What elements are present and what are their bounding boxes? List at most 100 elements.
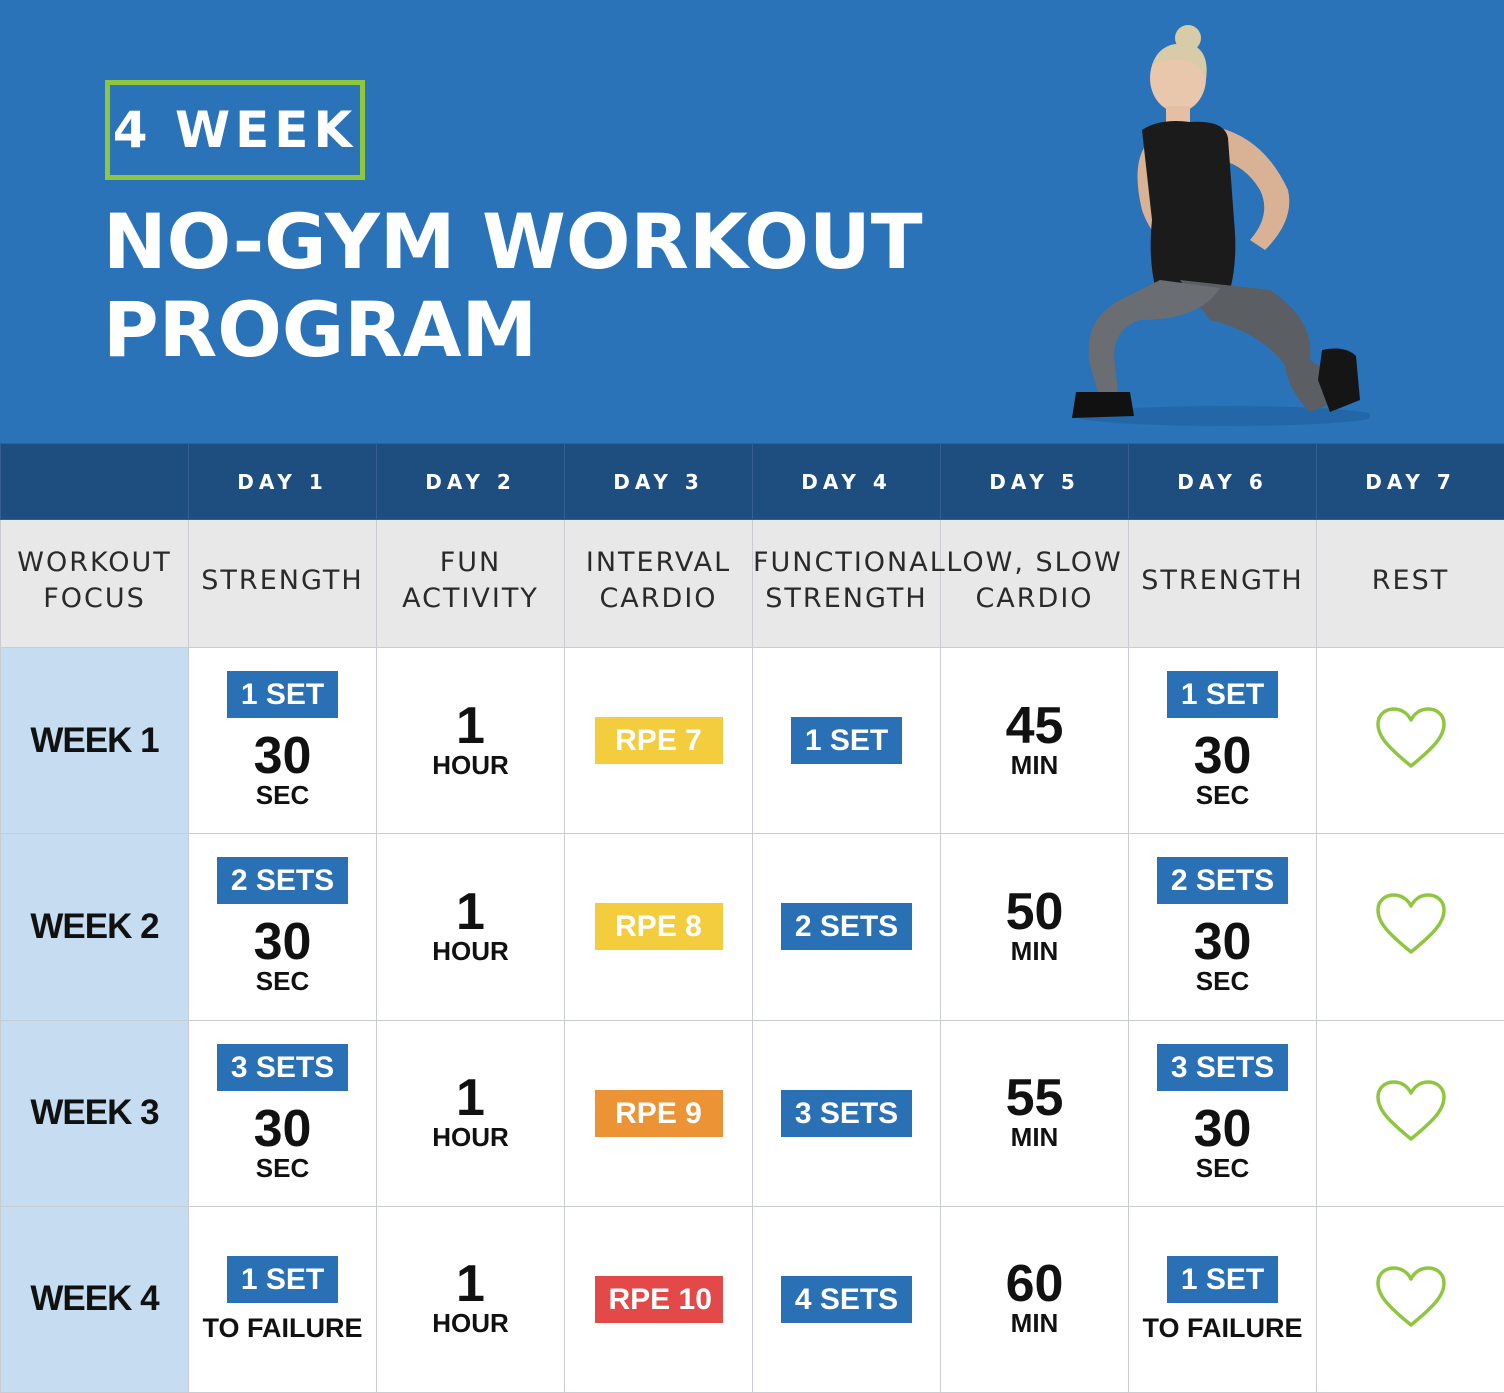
strength-cell: 1 SET TO FAILURE (1128, 1205, 1317, 1393)
duration-value: 30 (1193, 1099, 1252, 1158)
interval-cardio-cell: RPE 10 (564, 1205, 753, 1393)
duration-value: 45 (1005, 696, 1064, 755)
sets-tag: 3 SETS (1156, 1043, 1289, 1091)
focus-text: ACTIVITY (402, 582, 539, 614)
duration-unit: HOUR (432, 1308, 509, 1339)
sets-stack: 1 SET TO FAILURE (189, 1255, 376, 1343)
focus-text: LOW, SLOW (946, 546, 1123, 578)
duration-value: 1 (456, 1069, 485, 1128)
sets-tag: 1 SET (226, 1255, 339, 1303)
heart-icon-wrap (1375, 1265, 1447, 1329)
focus-cell-day-6: STRENGTH (1128, 519, 1317, 649)
duration-value: 50 (1005, 882, 1064, 941)
sets-tag: 2 SETS (780, 903, 913, 951)
sets-tag: 2 SETS (1156, 857, 1289, 905)
focus-text: REST (1371, 564, 1450, 596)
day-header: DAY 6 (1128, 442, 1317, 521)
value-stack: 1 HOUR (377, 882, 564, 966)
value-stack: 55 MIN (941, 1072, 1128, 1153)
slow-cardio-cell: 60 MIN (940, 1205, 1129, 1393)
focus-cell-day-1: STRENGTH (188, 519, 377, 649)
focus-cell-day-5: LOW, SLOW CARDIO (940, 519, 1129, 649)
duration-unit: SEC (255, 966, 310, 997)
day-header: DAY 4 (752, 442, 941, 521)
fun-activity-cell: 1 HOUR (376, 833, 565, 1021)
week-row: WEEK 4 1 SET TO FAILURE 1 HOUR RPE 10 4 SETS 60… (0, 1205, 1504, 1393)
value-stack: 50 MIN (941, 882, 1128, 966)
duration-unit: SEC (1195, 780, 1250, 811)
strength-cell: 3 SETS 30 SEC (1128, 1019, 1317, 1207)
heart-icon (1375, 893, 1446, 955)
duration-value: 1 (456, 882, 485, 941)
interval-cardio-cell: RPE 8 (564, 833, 753, 1021)
slow-cardio-cell: 50 MIN (940, 833, 1129, 1021)
focus-label-line: FOCUS (43, 582, 146, 614)
title-line-1: NO-GYM WORKOUT (103, 197, 923, 286)
sets-tag: 1 SET (1166, 671, 1279, 719)
focus-text: FUNCTIONAL (753, 546, 947, 578)
corner-cell (0, 442, 189, 521)
functional-strength-cell: 3 SETS (752, 1019, 941, 1207)
focus-cell-day-2: FUN ACTIVITY (376, 519, 565, 649)
duration-value: 30 (253, 913, 312, 972)
focus-row-label: WORKOUT FOCUS (0, 519, 189, 649)
slow-cardio-cell: 45 MIN (940, 647, 1129, 835)
focus-text: CARDIO (975, 582, 1094, 614)
week-label: WEEK 4 (0, 1205, 189, 1393)
rpe-tag: RPE 10 (594, 1275, 723, 1323)
duration-unit: SEC (255, 1152, 310, 1183)
duration-value: 30 (1193, 913, 1252, 972)
workout-focus-row: WORKOUT FOCUS STRENGTH FUN ACTIVITY INTE… (0, 519, 1504, 649)
workout-schedule-table: DAY 1 DAY 2 DAY 3 DAY 4 DAY 5 DAY 6 DAY … (0, 442, 1504, 1393)
duration-unit: MIN (1010, 1122, 1059, 1153)
focus-label-line: WORKOUT (17, 546, 172, 578)
focus-text: STRENGTH (201, 564, 364, 596)
focus-text: STRENGTH (765, 582, 928, 614)
functional-strength-cell: 2 SETS (752, 833, 941, 1021)
focus-text: INTERVAL (585, 546, 732, 578)
strength-cell: 1 SET 30 SEC (188, 647, 377, 835)
rest-cell (1316, 647, 1504, 835)
sets-tag: 1 SET (790, 717, 903, 765)
sets-stack: 1 SET 30 SEC (189, 671, 376, 810)
strength-cell: 3 SETS 30 SEC (188, 1019, 377, 1207)
day-header: DAY 2 (376, 442, 565, 521)
duration-unit: SEC (1195, 966, 1250, 997)
heart-icon (1375, 1266, 1446, 1327)
strength-cell: 1 SET 30 SEC (1128, 647, 1317, 835)
value-stack: 1 HOUR (377, 1069, 564, 1152)
duration-unit: MIN (1010, 749, 1059, 780)
heart-icon-wrap (1375, 1079, 1447, 1143)
sets-tag: 2 SETS (216, 857, 349, 905)
sets-tag: 3 SETS (780, 1089, 913, 1137)
fun-activity-cell: 1 HOUR (376, 647, 565, 835)
duration-unit: HOUR (432, 749, 509, 780)
duration-value: 60 (1005, 1255, 1064, 1314)
day-header: DAY 1 (188, 442, 377, 521)
value-stack: 1 HOUR (377, 1255, 564, 1339)
focus-cell-day-7: REST (1316, 519, 1504, 649)
title-line-2: PROGRAM (103, 285, 538, 374)
focus-text: STRENGTH (1141, 564, 1304, 596)
sets-stack: 1 SET 30 SEC (1129, 671, 1316, 810)
week-label: WEEK 2 (0, 833, 189, 1021)
focus-cell-day-3: INTERVAL CARDIO (564, 519, 753, 649)
functional-strength-cell: 1 SET (752, 647, 941, 835)
duration-unit: HOUR (432, 935, 509, 966)
page-title: NO-GYM WORKOUT PROGRAM (103, 198, 963, 374)
sets-stack: 3 SETS 30 SEC (189, 1043, 376, 1183)
value-stack: 1 HOUR (377, 700, 564, 780)
duration-unit: MIN (1010, 935, 1059, 966)
sets-stack: 2 SETS 30 SEC (189, 857, 376, 996)
rpe-tag: RPE 9 (594, 1089, 723, 1137)
duration-value: 1 (456, 1255, 485, 1314)
duration-unit: SEC (255, 780, 310, 811)
sets-tag: 1 SET (226, 671, 339, 719)
fun-activity-cell: 1 HOUR (376, 1019, 565, 1207)
hero-banner: 4 WEEK NO-GYM WORKOUT PROGRAM (0, 0, 1504, 443)
fun-activity-cell: 1 HOUR (376, 1205, 565, 1393)
day-header: DAY 7 (1316, 442, 1504, 521)
